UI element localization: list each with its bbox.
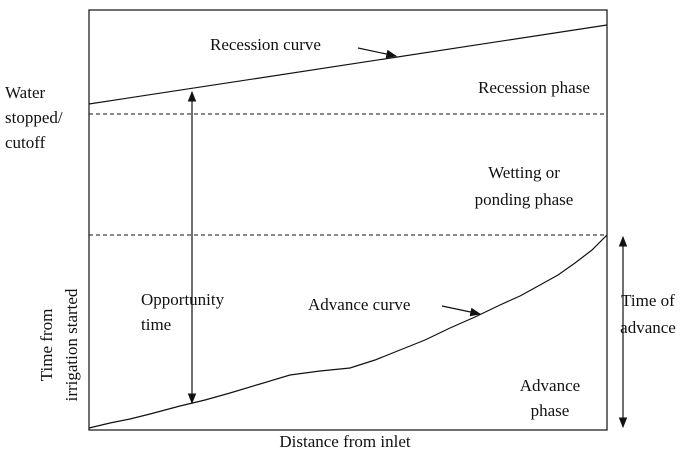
label: stopped/ [5, 108, 63, 127]
y-axis-label: irrigation started [62, 288, 81, 401]
label: time [141, 315, 171, 334]
advance-line [88, 234, 608, 429]
label: Water [5, 83, 45, 102]
frame [88, 9, 608, 431]
y-axis-label: Time from [37, 309, 56, 382]
label: Advance curve [308, 295, 410, 314]
label: ponding phase [475, 190, 574, 209]
recession-pointer [357, 47, 398, 59]
label: cutoff [5, 133, 46, 152]
recession-line [88, 24, 608, 105]
label: Recession phase [478, 78, 590, 97]
label: Wetting or [488, 163, 560, 182]
label: Time of [621, 291, 675, 310]
label: phase [531, 401, 570, 420]
label: advance [620, 318, 676, 337]
label: Advance [520, 376, 580, 395]
label: Opportunity [141, 290, 225, 309]
x-axis-label: Distance from inlet [279, 432, 411, 451]
advance-pointer [441, 305, 482, 317]
label: Recession curve [210, 35, 321, 54]
